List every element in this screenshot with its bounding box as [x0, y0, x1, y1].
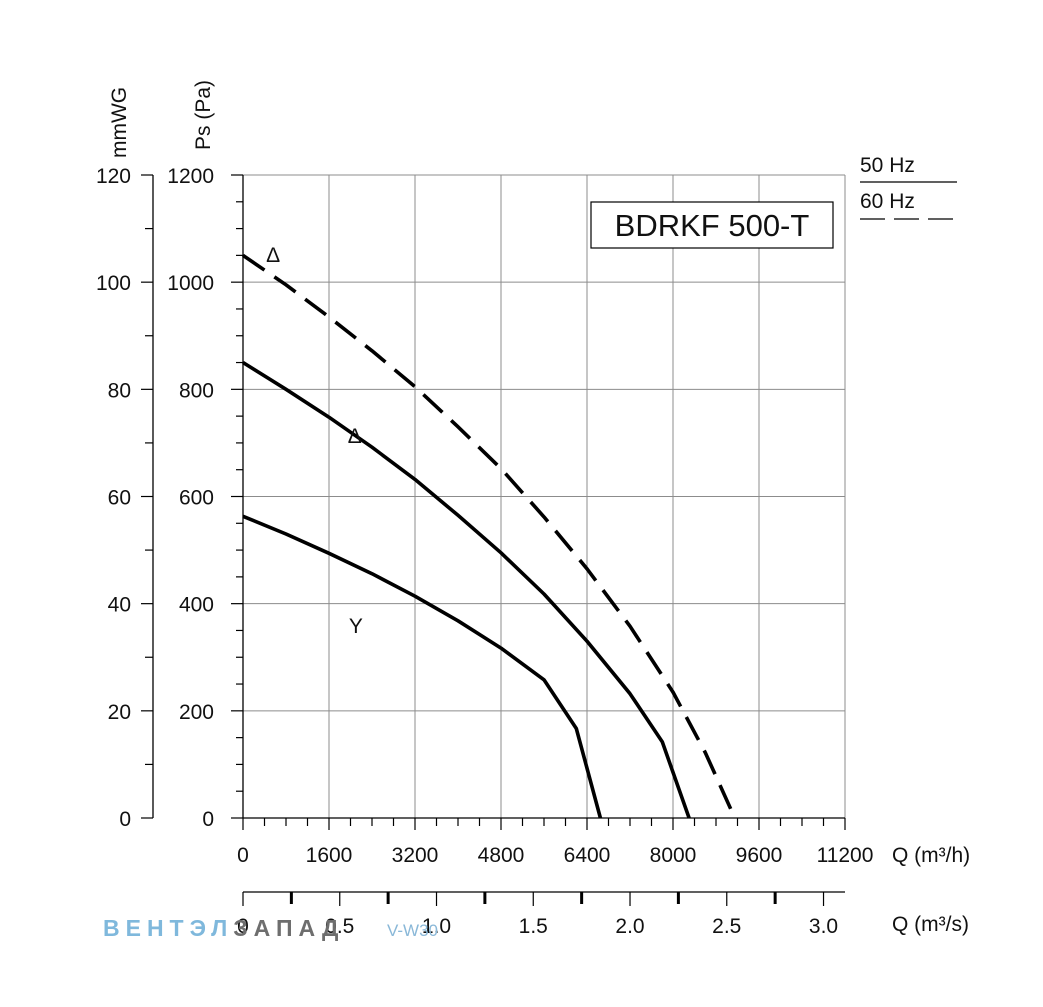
curve-label-delta-50hz: Δ	[348, 425, 362, 448]
x2-tick-label: 2.0	[615, 915, 644, 938]
y-tick-label: 200	[179, 701, 214, 724]
y2-tick-label: 80	[108, 379, 131, 402]
y2-tick-label: 100	[96, 272, 131, 295]
x-tick-label: 9600	[736, 844, 783, 867]
y2-tick-label: 120	[96, 165, 131, 188]
y-axis-title: Ps (Pa)	[192, 80, 215, 150]
watermark-code: V-W30	[387, 921, 438, 940]
performance-curves	[241, 253, 737, 819]
y-tick-label: 400	[179, 594, 214, 617]
curve-y-50-hz	[242, 514, 603, 819]
x2-tick-label: 0	[237, 915, 249, 938]
x-tick-label: 11200	[817, 844, 874, 867]
curve-label-y-50hz: Y	[349, 615, 363, 638]
x2-tick-label: 2.5	[712, 915, 741, 938]
model-title: BDRKF 500-T	[615, 208, 810, 243]
x-tick-label: 1600	[306, 844, 353, 867]
legend-60hz-label: 60 Hz	[860, 190, 915, 213]
axes	[141, 174, 846, 906]
x-tick-label: 8000	[650, 844, 697, 867]
x-tick-label: 6400	[564, 844, 611, 867]
y2-tick-label: 0	[119, 808, 131, 831]
y-tick-label: 0	[202, 808, 214, 831]
legend-50hz-label: 50 Hz	[860, 154, 915, 177]
y-tick-label: 1000	[167, 272, 214, 295]
x2-axis-title: Q (m³/s)	[892, 913, 969, 936]
curve-50-hz	[242, 360, 691, 819]
x-tick-label: 4800	[478, 844, 525, 867]
curve-label-delta-60hz: Δ	[266, 244, 280, 267]
watermark-brand: ВЕНТЭЛЗАПАД	[103, 915, 344, 941]
x-tick-label: 3200	[392, 844, 439, 867]
y-tick-label: 800	[179, 379, 214, 402]
y-tick-label: 1200	[167, 165, 214, 188]
y-tick-label: 600	[179, 487, 214, 510]
grid-lines	[243, 174, 846, 818]
model-title-box	[590, 201, 834, 249]
x-tick-label: 0	[237, 844, 249, 867]
x-axis-title: Q (m³/h)	[892, 844, 970, 867]
watermark: ВЕНТЭЛЗАПАД V-W30	[103, 915, 438, 941]
y2-tick-label: 60	[108, 487, 131, 510]
legend: 50 Hz 60 Hz	[860, 154, 957, 220]
y2-axis-title: mmWG	[108, 87, 131, 158]
x2-tick-label: 1.5	[519, 915, 548, 938]
x2-tick-label: 1.0	[422, 915, 451, 938]
y2-tick-label: 40	[108, 594, 131, 617]
curve-60-hz	[241, 253, 737, 819]
y2-tick-label: 20	[108, 701, 131, 724]
x2-tick-label: 3.0	[809, 915, 838, 938]
x2-tick-label: 0.5	[325, 915, 354, 938]
